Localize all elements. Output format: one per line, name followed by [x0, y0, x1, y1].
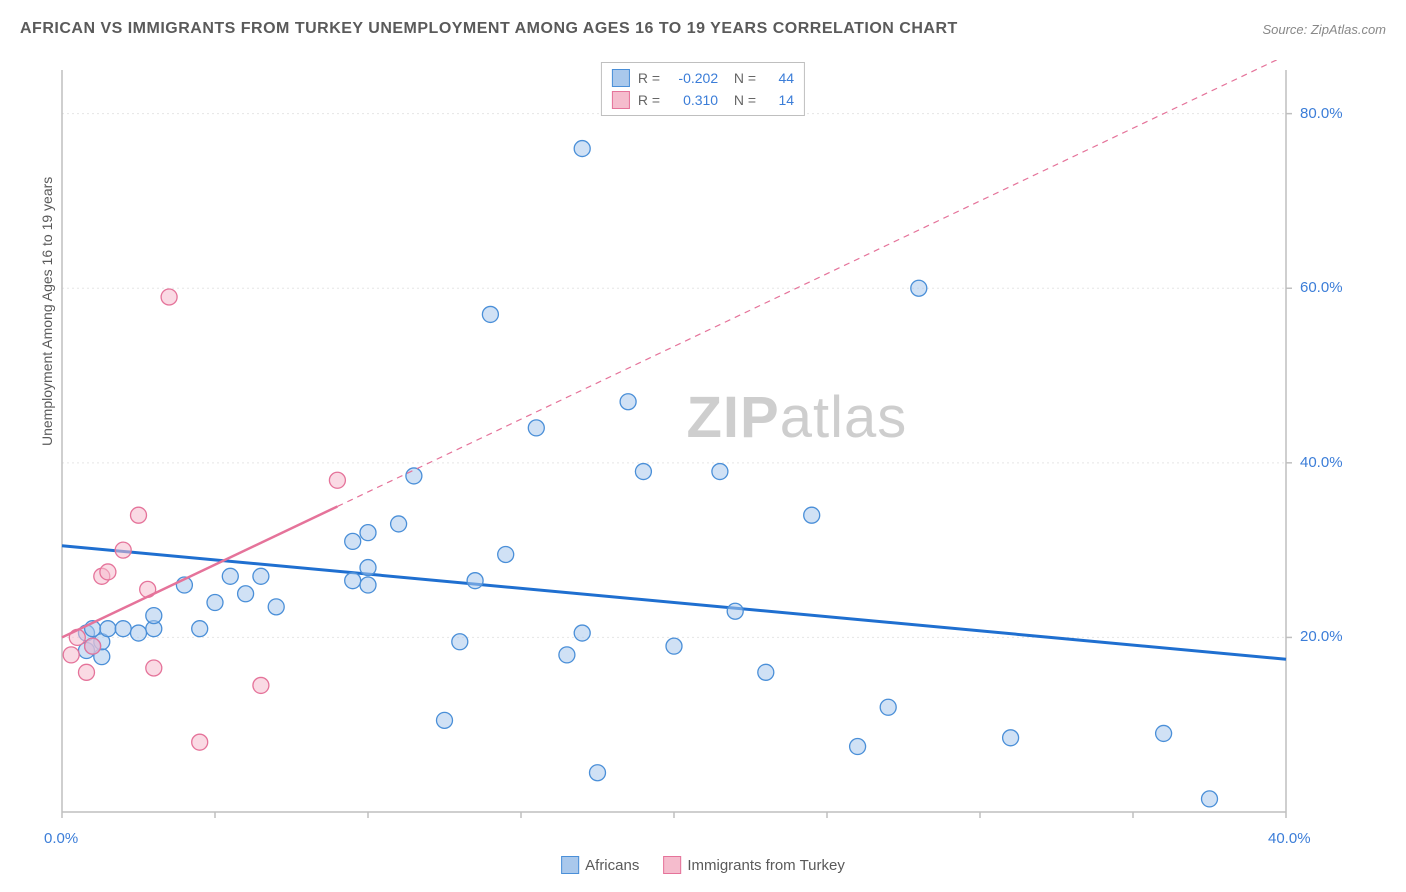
legend-swatch: [663, 856, 681, 874]
y-tick-label: 20.0%: [1300, 628, 1343, 645]
x-tick-label: 0.0%: [44, 830, 78, 847]
legend-swatch: [612, 91, 630, 109]
legend-label: Africans: [585, 857, 639, 874]
legend-row: R = -0.202 N = 44: [612, 67, 794, 89]
legend-item: Immigrants from Turkey: [663, 856, 845, 874]
chart-area: Unemployment Among Ages 16 to 19 years Z…: [50, 60, 1376, 832]
legend-n-value: 44: [764, 70, 794, 86]
scatter-plot: [50, 60, 1376, 832]
legend-n-value: 14: [764, 92, 794, 108]
chart-title: AFRICAN VS IMMIGRANTS FROM TURKEY UNEMPL…: [20, 20, 958, 38]
legend-r-value: -0.202: [668, 70, 718, 86]
y-tick-label: 80.0%: [1300, 105, 1343, 122]
x-tick-label: 40.0%: [1268, 830, 1311, 847]
correlation-legend: R = -0.202 N = 44 R = 0.310 N = 14: [601, 62, 805, 116]
legend-row: R = 0.310 N = 14: [612, 89, 794, 111]
legend-r-label: R =: [638, 92, 660, 108]
legend-swatch: [561, 856, 579, 874]
source-label: Source: ZipAtlas.com: [1262, 22, 1386, 37]
legend-n-label: N =: [726, 70, 756, 86]
legend-n-label: N =: [726, 92, 756, 108]
legend-swatch: [612, 69, 630, 87]
series-legend: Africans Immigrants from Turkey: [561, 856, 845, 874]
title-bar: AFRICAN VS IMMIGRANTS FROM TURKEY UNEMPL…: [20, 20, 1386, 38]
y-tick-label: 40.0%: [1300, 454, 1343, 471]
legend-item: Africans: [561, 856, 639, 874]
y-tick-label: 60.0%: [1300, 279, 1343, 296]
legend-r-label: R =: [638, 70, 660, 86]
legend-label: Immigrants from Turkey: [687, 857, 845, 874]
legend-r-value: 0.310: [668, 92, 718, 108]
